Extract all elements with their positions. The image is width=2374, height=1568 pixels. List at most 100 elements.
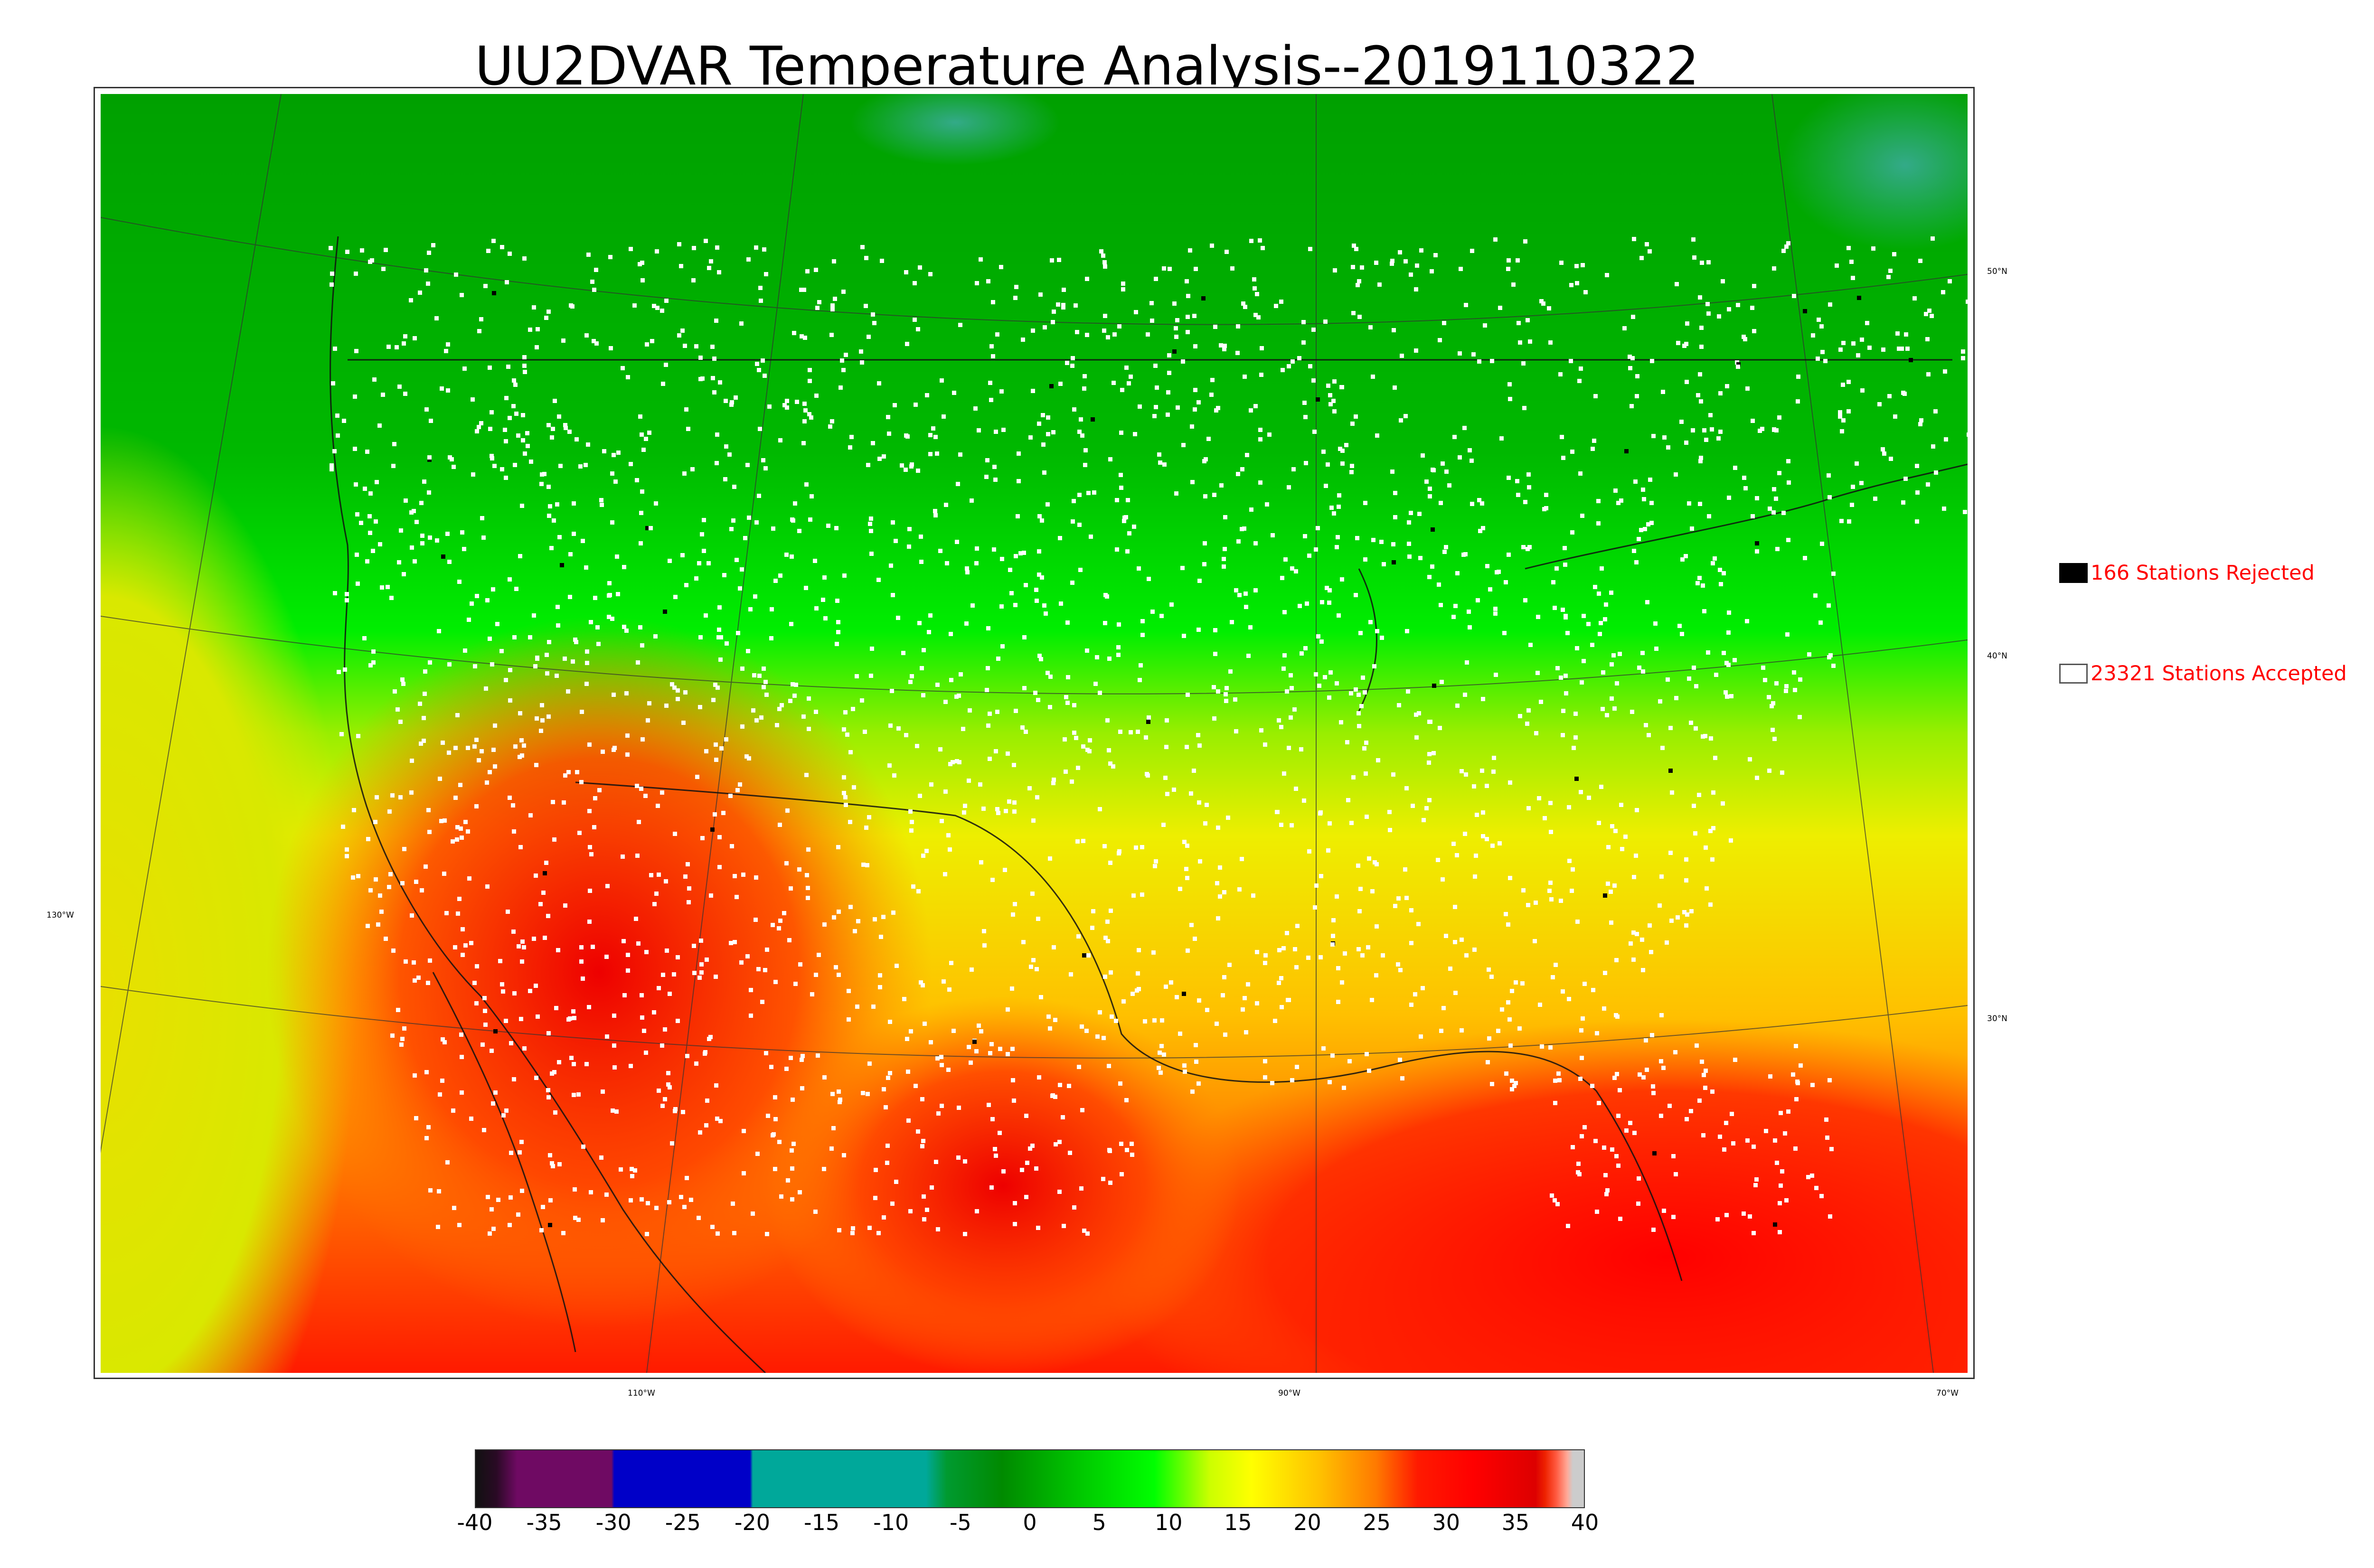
colorbar-tick-label: -35 [526,1510,562,1535]
station-accepted-marker [1274,304,1278,308]
station-accepted-marker [1724,690,1728,695]
station-accepted-marker [612,1065,617,1070]
station-accepted-marker [1717,314,1721,319]
station-accepted-marker [974,561,979,565]
station-accepted-marker [480,516,484,520]
station-accepted-marker [354,349,358,353]
station-accepted-marker [587,1005,591,1009]
station-accepted-marker [1186,693,1190,697]
station-accepted-marker [814,268,818,272]
station-accepted-marker [1485,837,1489,841]
station-accepted-marker [692,971,697,975]
station-accepted-marker [638,414,642,419]
station-accepted-marker [1237,887,1242,892]
station-accepted-marker [1571,867,1575,872]
station-accepted-marker [1847,519,1851,524]
station-accepted-marker [1708,902,1713,907]
lon-tick-label: 70°W [1936,1389,1959,1398]
station-accepted-marker [1157,452,1161,457]
station-accepted-marker [391,464,396,468]
station-accepted-marker [1344,443,1348,447]
station-accepted-marker [725,641,729,646]
station-accepted-marker [749,988,753,992]
station-accepted-marker [477,758,481,762]
station-accepted-marker [587,742,592,747]
station-accepted-marker [1185,844,1189,848]
station-accepted-marker [837,910,841,914]
station-accepted-marker [1183,1070,1187,1074]
legend-accepted: 23321 Stations Accepted [2059,662,2347,685]
station-accepted-marker [1784,689,1788,693]
station-accepted-marker [931,426,935,431]
station-accepted-marker [616,592,620,596]
station-accepted-marker [501,989,505,994]
station-accepted-marker [1421,453,1425,458]
station-accepted-marker [1803,556,1807,560]
station-accepted-marker [1704,438,1708,442]
station-accepted-marker [514,412,518,416]
station-accepted-marker [354,272,358,276]
station-accepted-marker [596,642,601,646]
station-accepted-marker [802,288,806,292]
station-accepted-marker [345,847,349,852]
station-accepted-marker [1255,1001,1259,1005]
station-accepted-marker [784,1067,789,1071]
station-accepted-marker [1455,704,1460,708]
station-accepted-marker [1580,680,1584,685]
station-rejected-marker [1431,527,1435,532]
station-accepted-marker [1105,718,1110,723]
station-accepted-marker [538,902,543,906]
station-accepted-marker [886,1144,890,1148]
station-accepted-marker [1030,892,1035,896]
station-accepted-marker [491,587,495,592]
station-accepted-marker [702,518,706,522]
colorbar-tick-label: 20 [1293,1510,1321,1535]
station-accepted-marker [1391,542,1395,546]
station-accepted-marker [1526,318,1530,322]
station-accepted-marker [954,695,959,699]
station-accepted-marker [1859,481,1864,485]
station-accepted-marker [459,826,463,831]
station-accepted-marker [547,514,551,518]
station-accepted-marker [801,714,806,719]
station-accepted-marker [1701,734,1705,739]
station-accepted-marker [729,403,734,407]
station-accepted-marker [1186,315,1190,319]
station-accepted-marker [1523,598,1527,602]
station-accepted-marker [420,888,424,892]
station-accepted-marker [376,922,380,927]
station-accepted-marker [592,339,596,343]
station-accepted-marker [1308,247,1312,251]
station-accepted-marker [414,1116,418,1120]
station-accepted-marker [1680,632,1684,636]
station-accepted-marker [955,540,959,544]
station-accepted-marker [635,854,640,858]
station-accepted-marker [975,1209,979,1213]
station-accepted-marker [578,464,583,469]
station-accepted-marker [1013,1222,1017,1226]
station-accepted-marker [581,1145,585,1149]
station-accepted-marker [1650,359,1654,363]
station-accepted-marker [1522,406,1526,410]
station-accepted-marker [749,1014,753,1018]
station-accepted-marker [562,800,566,805]
station-accepted-marker [959,672,963,676]
station-accepted-marker [871,441,875,445]
station-accepted-marker [891,520,895,525]
station-accepted-marker [1400,1076,1404,1080]
station-accepted-marker [1694,726,1698,731]
station-accepted-marker [793,982,798,986]
station-accepted-marker [616,451,621,455]
station-accepted-marker [1089,535,1093,539]
station-accepted-marker [723,477,727,481]
station-accepted-marker [495,622,499,626]
station-accepted-marker [500,982,504,986]
station-accepted-marker [908,809,913,814]
station-accepted-marker [1390,259,1394,263]
station-accepted-marker [1745,619,1749,623]
station-accepted-marker [1673,1050,1677,1054]
station-accepted-marker [1029,965,1033,969]
station-accepted-marker [626,375,630,379]
station-accepted-marker [772,1132,776,1136]
station-accepted-marker [1305,601,1309,606]
